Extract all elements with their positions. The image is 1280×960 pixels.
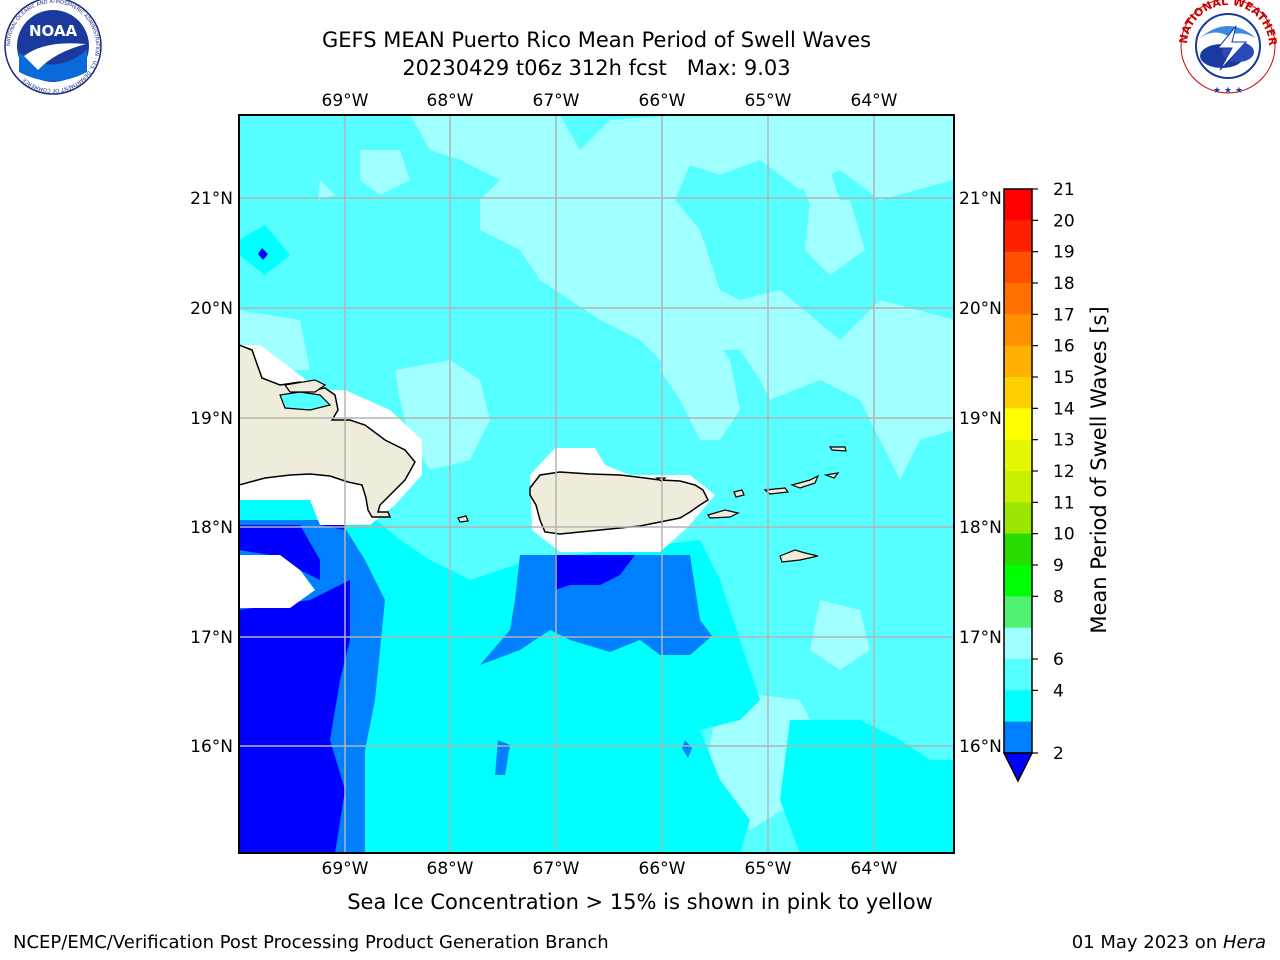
colorbar-tick-label: 14 xyxy=(1053,399,1075,419)
lon-label: 65°W xyxy=(745,91,792,111)
lon-label: 66°W xyxy=(639,859,686,879)
map-plot-area xyxy=(239,115,954,853)
footer-date: 01 May 2023 on Hera xyxy=(1072,932,1266,953)
colorbar-tick-label: 15 xyxy=(1053,368,1075,388)
colorbar-tick-label: 11 xyxy=(1053,493,1075,513)
lat-label: 21°N xyxy=(190,189,233,209)
caption: Sea Ice Concentration > 15% is shown in … xyxy=(0,890,1280,914)
colorbar-tick-label: 19 xyxy=(1053,243,1075,263)
svg-text:NATIONAL WEATHER SERVICE: NATIONAL WEATHER SERVICE xyxy=(0,0,1279,47)
lon-label: 64°W xyxy=(851,91,898,111)
footer-machine: Hera xyxy=(1222,932,1266,953)
noaa-logo-text: NOAA xyxy=(29,22,78,40)
colorbar-tick-label: 16 xyxy=(1053,337,1075,357)
lon-label: 67°W xyxy=(533,859,580,879)
colorbar-tick-label: 20 xyxy=(1053,211,1075,231)
colorbar-tick-label: 6 xyxy=(1053,650,1064,670)
lon-label: 66°W xyxy=(639,91,686,111)
colorbar-swatch xyxy=(1004,377,1032,409)
nws-logo: NATIONAL WEATHER SERVICE ★ ★ ★ xyxy=(0,0,1279,96)
colorbar-tick-label: 9 xyxy=(1053,556,1064,576)
nws-ring-text: NATIONAL WEATHER SERVICE xyxy=(0,0,1279,47)
colorbar-swatch xyxy=(1004,189,1032,221)
footer-credit: NCEP/EMC/Verification Post Processing Pr… xyxy=(13,932,609,953)
lon-label: 64°W xyxy=(851,859,898,879)
title-line-2: 20230429 t06z 312h fcst Max: 9.03 xyxy=(402,56,791,80)
colorbar-swatch xyxy=(1004,471,1032,503)
lat-label: 20°N xyxy=(959,299,1002,319)
colorbar-under-arrow xyxy=(1002,752,1034,783)
colorbar-swatch xyxy=(1004,596,1032,629)
colorbar-swatch xyxy=(1004,721,1032,754)
colorbar-swatch xyxy=(1004,690,1032,723)
colorbar-swatch xyxy=(1004,314,1032,347)
puerto-rico-land xyxy=(529,471,709,535)
colorbar-swatch xyxy=(1004,345,1032,378)
colorbar-tick-label: 10 xyxy=(1053,525,1075,545)
virgin-islands xyxy=(457,446,847,563)
colorbar-swatch xyxy=(1004,502,1032,535)
lat-label: 21°N xyxy=(959,189,1002,209)
lat-label: 17°N xyxy=(190,628,233,648)
lon-label: 69°W xyxy=(322,859,369,879)
colorbar-tick-label: 21 xyxy=(1053,180,1075,200)
colorbar-tick-label: 18 xyxy=(1053,274,1075,294)
lat-label: 19°N xyxy=(959,409,1002,429)
lat-label: 18°N xyxy=(190,518,233,538)
lon-label: 69°W xyxy=(322,91,369,111)
lon-label: 67°W xyxy=(533,91,580,111)
colorbar-tick-label: 17 xyxy=(1053,305,1075,325)
lon-labels-top: 69°W 68°W 67°W 66°W 65°W 64°W xyxy=(322,91,898,111)
caption-text: Sea Ice Concentration > 15% is shown in … xyxy=(347,890,933,914)
colorbar-tick-label: 13 xyxy=(1053,431,1075,451)
chart-title: GEFS MEAN Puerto Rico Mean Period of Swe… xyxy=(0,26,1193,82)
lon-label: 68°W xyxy=(427,859,474,879)
colorbar-swatch xyxy=(1004,533,1032,566)
noaa-logo: NOAA NATIONAL OCEANIC AND ATMOSPHERIC AD… xyxy=(4,0,102,95)
lon-label: 65°W xyxy=(745,859,792,879)
lat-labels-right: 21°N 20°N 19°N 18°N 17°N 16°N xyxy=(959,189,1002,757)
colorbar-swatch xyxy=(1004,565,1032,597)
colorbar-tick-label: 12 xyxy=(1053,462,1075,482)
lat-label: 16°N xyxy=(959,737,1002,757)
svg-text:★ ★ ★: ★ ★ ★ xyxy=(1213,86,1243,96)
title-line-1: GEFS MEAN Puerto Rico Mean Period of Swe… xyxy=(321,28,872,52)
colorbar-swatch xyxy=(1004,251,1032,284)
lat-label: 17°N xyxy=(959,628,1002,648)
lon-labels-bottom: 69°W 68°W 67°W 66°W 65°W 64°W xyxy=(322,859,898,879)
colorbar-swatch xyxy=(1004,283,1032,315)
colorbar-label: Mean Period of Swell Waves [s] xyxy=(1087,306,1111,633)
colorbar-tick-label: 8 xyxy=(1053,587,1064,607)
lat-label: 20°N xyxy=(190,299,233,319)
lat-label: 19°N xyxy=(190,409,233,429)
lat-labels-left: 21°N 20°N 19°N 18°N 17°N 16°N xyxy=(190,189,233,757)
colorbar: 21 20 19 18 17 16 15 14 13 12 11 10 9 8 6 4 2 xyxy=(1002,180,1075,783)
map-frame xyxy=(238,114,955,854)
colorbar-swatch xyxy=(1004,659,1032,691)
lat-label: 16°N xyxy=(190,737,233,757)
footer-date-text: 01 May 2023 on xyxy=(1071,932,1223,953)
colorbar-swatch xyxy=(1004,439,1032,472)
colorbar-tick-label: 4 xyxy=(1053,681,1064,701)
lon-label: 68°W xyxy=(427,91,474,111)
graticule xyxy=(239,115,954,853)
colorbar-swatch xyxy=(1004,627,1032,660)
colorbar-swatch xyxy=(1004,408,1032,441)
colorbar-tick-label: 2 xyxy=(1053,744,1064,764)
colorbar-swatch xyxy=(1004,220,1032,253)
lat-label: 18°N xyxy=(959,518,1002,538)
